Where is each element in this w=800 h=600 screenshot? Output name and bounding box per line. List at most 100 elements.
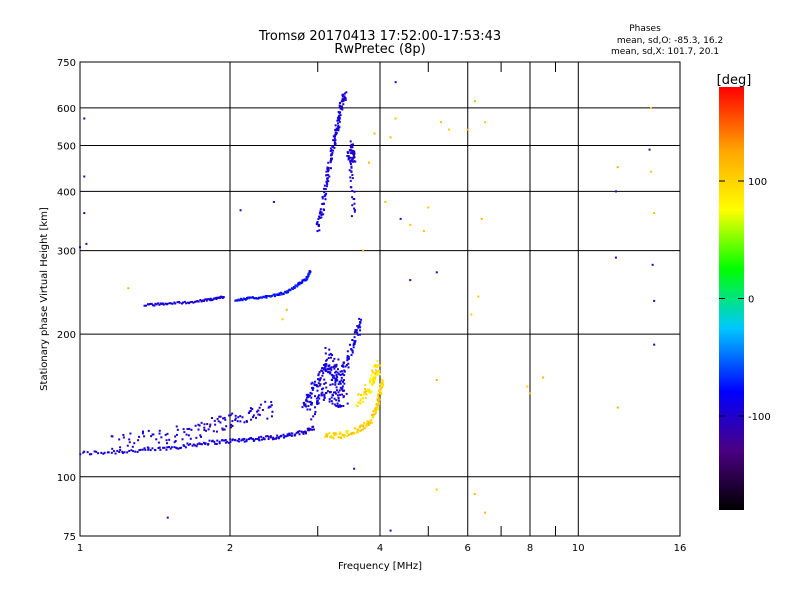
- data-point: [317, 374, 320, 377]
- data-point: [328, 398, 331, 401]
- data-point: [305, 405, 308, 408]
- data-point: [334, 433, 337, 436]
- data-point: [327, 371, 330, 374]
- data-point: [364, 384, 367, 387]
- data-point: [319, 378, 322, 381]
- data-point: [318, 371, 321, 374]
- data-point: [162, 303, 165, 306]
- data-point: [374, 371, 377, 374]
- y-tick-label: 300: [57, 247, 76, 258]
- data-point: [272, 436, 275, 439]
- x-tick-label: 2: [227, 543, 233, 554]
- data-point: [175, 425, 178, 428]
- data-point: [297, 431, 300, 434]
- data-point: [334, 139, 337, 142]
- data-point: [189, 443, 192, 446]
- data-point: [200, 299, 203, 302]
- data-point: [334, 129, 337, 132]
- data-point: [329, 160, 332, 163]
- data-point: [332, 365, 335, 368]
- data-point: [168, 438, 171, 441]
- data-point: [281, 318, 284, 321]
- data-point: [326, 174, 329, 177]
- data-point: [258, 413, 261, 416]
- data-point: [350, 159, 353, 162]
- data-point: [131, 445, 134, 448]
- data-point: [354, 329, 357, 332]
- data-point: [338, 116, 341, 119]
- data-point: [239, 298, 242, 301]
- data-point: [371, 380, 374, 383]
- data-point: [334, 392, 337, 395]
- data-point: [325, 359, 328, 362]
- data-point: [234, 414, 237, 417]
- data-point: [255, 297, 258, 300]
- data-point: [332, 149, 335, 152]
- data-point: [184, 446, 187, 449]
- data-point: [337, 391, 340, 394]
- data-point: [330, 149, 333, 152]
- data-point: [174, 435, 177, 438]
- data-point: [377, 406, 380, 409]
- data-point: [341, 385, 344, 388]
- data-point: [203, 426, 206, 429]
- data-point: [217, 420, 220, 423]
- data-point: [330, 159, 333, 162]
- data-point: [213, 440, 216, 443]
- data-point: [435, 488, 438, 491]
- data-point: [358, 317, 361, 320]
- data-point: [320, 214, 323, 217]
- data-point: [169, 447, 172, 450]
- data-point: [334, 131, 337, 134]
- data-point: [262, 436, 265, 439]
- data-point: [121, 451, 124, 454]
- data-point: [251, 407, 254, 410]
- data-point: [332, 391, 335, 394]
- data-point: [329, 161, 332, 164]
- data-point: [435, 379, 438, 382]
- data-point: [304, 431, 307, 434]
- data-point: [260, 435, 263, 438]
- data-point: [384, 200, 387, 203]
- data-point: [248, 410, 251, 413]
- data-point: [260, 438, 263, 441]
- data-point: [239, 415, 242, 418]
- data-point: [336, 368, 339, 371]
- data-point: [304, 278, 307, 281]
- data-point: [311, 381, 314, 384]
- data-point: [369, 391, 372, 394]
- data-point: [182, 428, 185, 431]
- data-point: [250, 436, 253, 439]
- data-point: [484, 121, 487, 124]
- data-point: [210, 299, 213, 302]
- data-point: [164, 302, 167, 305]
- data-point: [328, 432, 331, 435]
- data-point: [367, 424, 370, 427]
- data-point: [365, 424, 368, 427]
- data-point: [226, 440, 229, 443]
- data-point: [139, 448, 142, 451]
- data-point: [362, 425, 365, 428]
- data-point: [336, 128, 339, 131]
- data-point: [252, 438, 255, 441]
- data-point: [119, 446, 122, 449]
- data-point: [237, 298, 240, 301]
- data-point: [360, 424, 363, 427]
- data-point: [271, 294, 274, 297]
- data-point: [212, 430, 215, 433]
- data-point: [289, 434, 292, 437]
- data-point: [209, 297, 212, 300]
- data-point: [347, 151, 350, 154]
- data-point: [345, 364, 348, 367]
- data-point: [155, 438, 158, 441]
- data-point: [350, 432, 353, 435]
- data-point: [343, 434, 346, 437]
- data-point: [263, 438, 266, 441]
- data-point: [373, 409, 376, 412]
- x-tick-label: 16: [674, 543, 687, 554]
- grid-lines: [80, 62, 680, 536]
- data-point: [126, 451, 129, 454]
- data-point: [275, 436, 278, 439]
- data-point: [329, 436, 332, 439]
- data-point: [342, 405, 345, 408]
